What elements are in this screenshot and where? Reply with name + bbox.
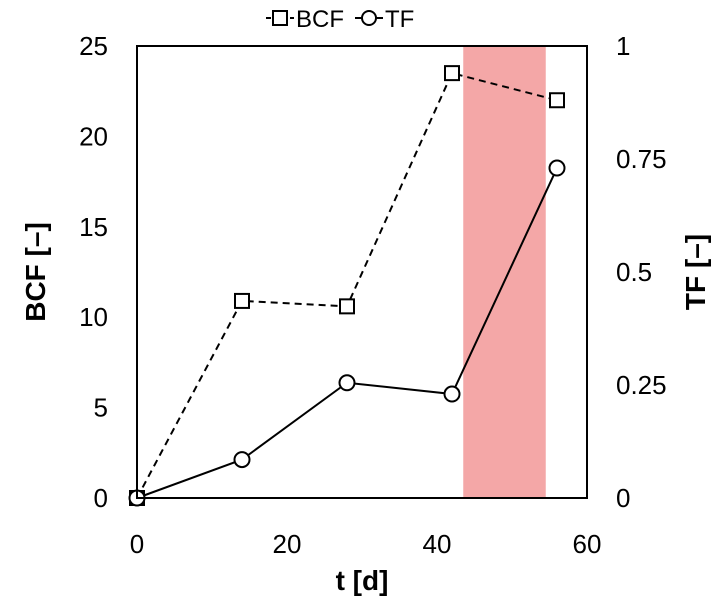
y-tick-label: 25	[79, 31, 108, 61]
shade-layer	[463, 46, 546, 498]
legend-marker-tf	[361, 10, 377, 26]
data-point-tf	[548, 159, 566, 177]
x-tick-label: 60	[573, 529, 602, 559]
data-point-tf	[233, 451, 251, 469]
plot-frame	[136, 45, 588, 499]
data-point-tf	[338, 374, 356, 392]
y-tick-label: 20	[79, 121, 108, 151]
data-point-bcf	[444, 65, 460, 82]
legend-marker-bcf	[272, 10, 288, 26]
legend-label-tf: TF	[385, 6, 414, 33]
data-point-tf	[443, 385, 461, 403]
y-axis-title: BCF [–]	[20, 222, 51, 322]
x-axis-title: t [d]	[336, 565, 389, 596]
legend: BCF TF	[266, 6, 414, 33]
y2-tick-label: 1	[616, 31, 630, 61]
data-point-bcf	[339, 298, 355, 315]
y-tick-label: 0	[94, 483, 108, 513]
y2-tick-label: 0.25	[616, 370, 667, 400]
y2-tick-label: 0	[616, 483, 630, 513]
y2-tick-label: 0.5	[616, 257, 652, 287]
legend-label-bcf: BCF	[296, 6, 344, 33]
ticks-layer: 0 20 40 60 0 5 10 15 20 25 0 0.25 0.5 0.75 1	[79, 31, 667, 559]
data-point-bcf	[234, 292, 250, 309]
x-tick-label: 20	[273, 529, 302, 559]
x-tick-label: 40	[423, 529, 452, 559]
y-tick-label: 15	[79, 212, 108, 242]
x-tick-label: 0	[130, 529, 144, 559]
y-tick-label: 5	[94, 393, 108, 423]
shaded-region	[463, 46, 546, 498]
y2-axis-title: TF [–]	[680, 234, 711, 310]
data-point-bcf	[549, 92, 565, 109]
y-tick-label: 10	[79, 302, 108, 332]
series-layer	[128, 65, 566, 507]
y2-tick-label: 0.75	[616, 144, 667, 174]
